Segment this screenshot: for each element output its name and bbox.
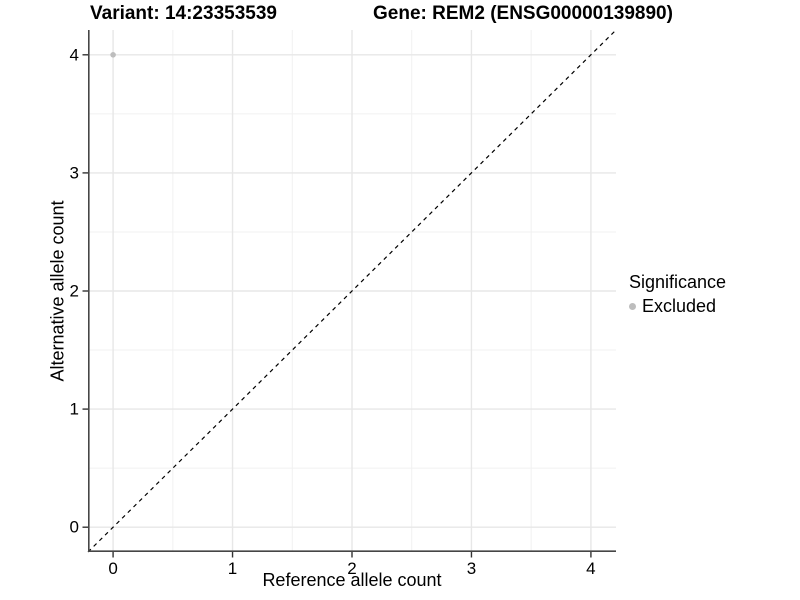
y-axis-title: Alternative allele count xyxy=(47,200,68,382)
x-axis-title: Reference allele count xyxy=(262,570,442,590)
y-tick-label: 0 xyxy=(69,517,79,537)
legend-key-dot-icon xyxy=(629,303,636,310)
y-tick-label: 3 xyxy=(69,163,79,183)
legend-entry-excluded: Excluded xyxy=(629,296,799,317)
y-tick-label: 1 xyxy=(69,399,79,419)
y-tick-label: 2 xyxy=(69,281,79,301)
x-tick-label: 4 xyxy=(586,559,596,578)
legend-entry-label: Excluded xyxy=(642,296,717,316)
x-tick-label: 0 xyxy=(108,559,118,578)
x-tick-label: 1 xyxy=(227,559,238,578)
y-tick-label: 4 xyxy=(69,45,79,65)
legend-title: Significance xyxy=(629,272,727,292)
gene-title: Gene: REM2 (ENSG00000139890) xyxy=(373,3,673,24)
plot-panel xyxy=(82,29,617,558)
x-tick-label: 3 xyxy=(466,559,477,578)
variant-title: Variant: 14:23353539 xyxy=(90,3,277,24)
legend: Significance Excluded xyxy=(629,272,799,317)
identity-dashed-line xyxy=(87,29,617,553)
x-tick-label: 2 xyxy=(347,559,357,578)
plot-canvas xyxy=(82,29,617,558)
data-point xyxy=(110,52,116,58)
